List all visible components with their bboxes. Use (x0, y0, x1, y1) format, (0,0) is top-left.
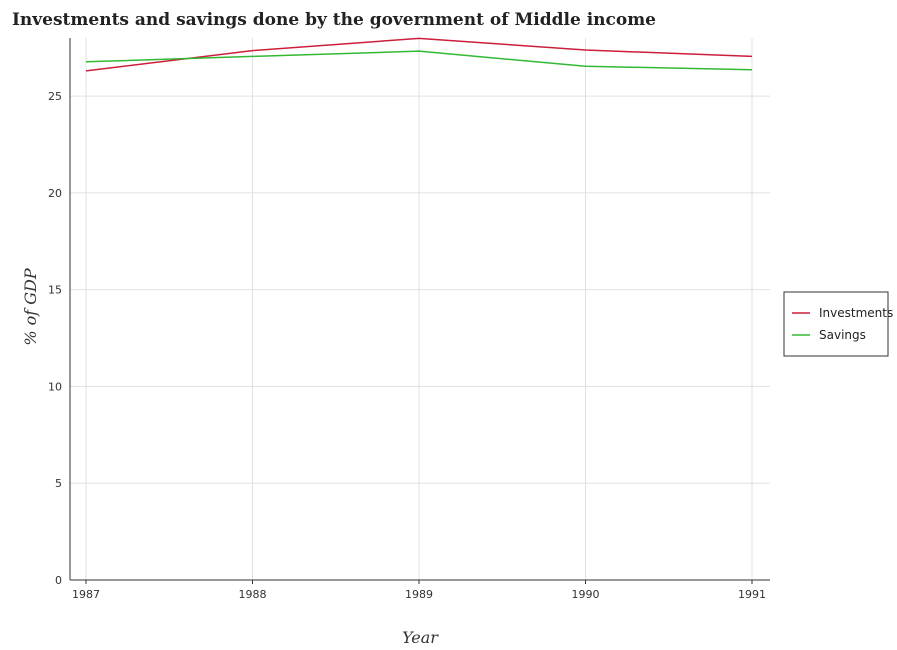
y-axis-label: % of GDP (21, 268, 40, 346)
x-tick-label: 1989 (405, 588, 433, 601)
x-axis-label: Year (402, 628, 439, 647)
legend-box (783, 291, 889, 357)
y-tick-label: 25 (48, 90, 62, 103)
axes: 0 5 10 15 20 25 1987 1988 1989 1990 1991 (48, 38, 770, 601)
x-tick-label: 1990 (572, 588, 600, 601)
legend-savings-label: Savings (819, 328, 866, 342)
y-tick-label: 0 (55, 574, 62, 587)
chart-title: Investments and savings done by the gove… (12, 10, 656, 30)
y-tick-label: 10 (48, 380, 62, 393)
series-line-investments (85, 37, 753, 72)
y-tick-label: 15 (48, 284, 62, 297)
x-tick-label: 1988 (239, 588, 267, 601)
grid (70, 38, 770, 581)
legend: Investments Savings (783, 291, 893, 357)
y-tick-label: 5 (55, 477, 62, 490)
x-tick-label: 1987 (72, 588, 100, 601)
y-tick-label: 20 (48, 187, 62, 200)
series-line-savings (85, 50, 753, 71)
x-tick-label: 1991 (738, 588, 766, 601)
series-lines (85, 37, 753, 72)
legend-investments-label: Investments (819, 306, 893, 320)
